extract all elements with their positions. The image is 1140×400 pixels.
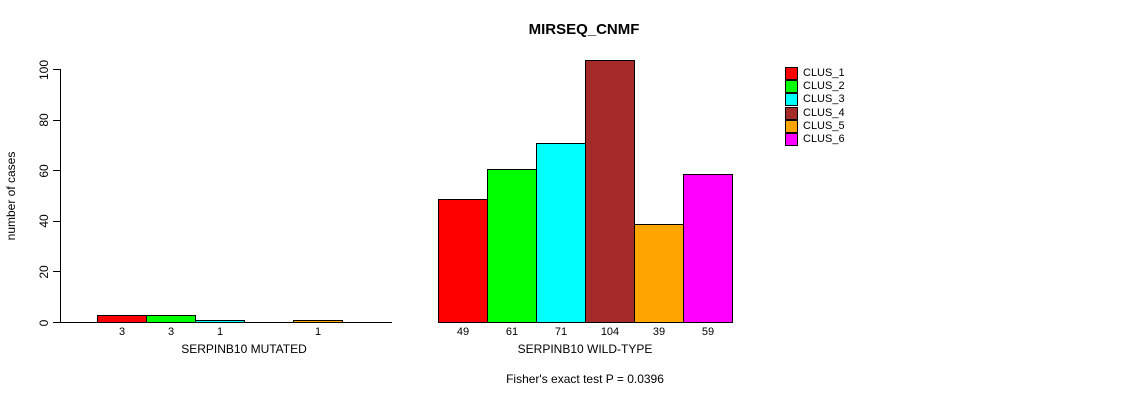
bar-value-label: 104: [600, 326, 620, 338]
y-tick-mark: [53, 220, 60, 222]
bar: [438, 199, 488, 323]
bar: [585, 60, 635, 323]
y-tick-mark: [53, 119, 60, 121]
bar-value-label: 3: [118, 326, 126, 338]
legend-label: CLUS_6: [803, 133, 845, 145]
legend-label: CLUS_1: [803, 67, 845, 79]
y-tick-label: 80: [37, 113, 51, 127]
bar: [146, 315, 196, 323]
group-label-mutated: SERPINB10 MUTATED: [181, 342, 307, 356]
bar-value-label: 3: [167, 326, 175, 338]
legend-swatch: [785, 80, 798, 94]
legend-label: CLUS_2: [803, 80, 845, 93]
chart-title: MIRSEQ_CNMF: [528, 21, 640, 38]
y-tick-label: 40: [37, 214, 51, 228]
legend-swatch: [785, 93, 798, 107]
y-axis-title: number of cases: [4, 151, 18, 241]
y-tick-label: 0: [37, 319, 51, 326]
bar: [293, 320, 343, 323]
legend-label: CLUS_4: [803, 106, 845, 119]
y-tick-label: 60: [37, 164, 51, 178]
legend-label: CLUS_5: [803, 119, 845, 132]
bar: [536, 143, 586, 323]
y-tick-label: 100: [37, 59, 51, 80]
y-tick-mark: [53, 271, 60, 273]
bar-value-label: 49: [456, 326, 470, 338]
bar: [683, 174, 733, 323]
bar-value-label: 39: [652, 326, 666, 338]
bar-value-label: 1: [314, 326, 322, 338]
bar-value-label: 61: [505, 326, 519, 338]
bar-value-label: 71: [554, 326, 568, 338]
y-tick-mark: [53, 69, 60, 70]
bar: [634, 224, 684, 323]
bar: [487, 169, 537, 323]
legend-label: CLUS_3: [803, 93, 845, 106]
y-tick-mark: [53, 170, 60, 172]
y-tick-label: 20: [37, 265, 51, 279]
bar: [195, 320, 245, 323]
legend-swatch: [785, 67, 798, 80]
y-tick-mark: [53, 322, 60, 323]
y-axis-line: [60, 69, 61, 323]
legend-swatch: [785, 106, 798, 120]
bar-value-label: 59: [701, 326, 715, 338]
bar: [97, 315, 147, 323]
group-label-wildtype: SERPINB10 WILD-TYPE: [517, 342, 653, 356]
legend-swatch: [785, 119, 798, 133]
legend-swatch: [785, 133, 798, 146]
bar-value-label: 1: [216, 326, 224, 338]
fisher-test-annotation: Fisher's exact test P = 0.0396: [506, 372, 664, 386]
